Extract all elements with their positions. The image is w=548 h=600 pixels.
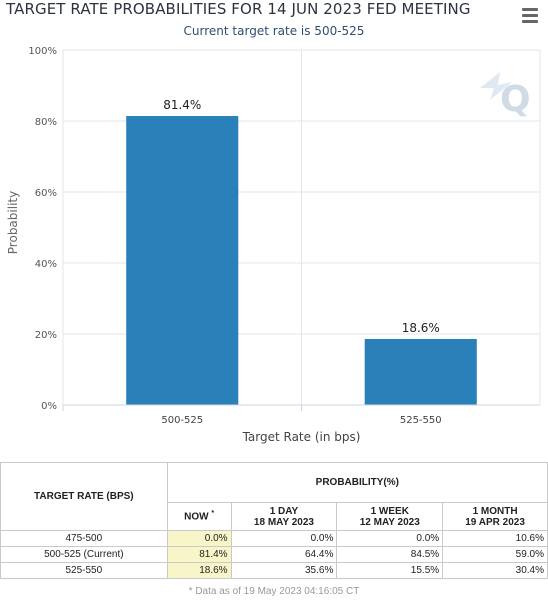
watermark-q: Q [500, 79, 531, 120]
y-tick-label: 80% [35, 117, 57, 128]
table-row: 525-550 18.6% 35.6% 15.5% 30.4% [0, 562, 548, 579]
x-axis-title: Target Rate (in bps) [242, 430, 361, 444]
cell-week: 15.5% [336, 562, 444, 579]
x-axis-ticks: 500-525 525-550 [62, 405, 442, 426]
bar-chart: Q 0%20%40%60%80%100% 81.4%18.6% 500-525 5… [6, 46, 541, 444]
target-rate-header: TARGET RATE (BPS) [0, 462, 168, 531]
probability-table-container: TARGET RATE (BPS) PROBABILITY(%) NOW * 1… [0, 462, 548, 579]
bar-525-550[interactable] [364, 338, 477, 405]
cell-month: 10.6% [442, 530, 548, 547]
y-tick-label: 60% [35, 188, 57, 199]
cell-week: 0.0% [336, 530, 444, 547]
hamburger-menu-icon[interactable] [522, 8, 538, 23]
x-tick-label: 525-550 [400, 415, 442, 426]
table-footnote: * Data as of 19 May 2023 04:16:05 CT [188, 586, 360, 597]
cell-day: 0.0% [230, 530, 338, 547]
cell-rate: 525-550 [0, 562, 168, 579]
cell-week: 84.5% [336, 546, 444, 563]
x-tick-label: 500-525 [161, 415, 203, 426]
data-label: 81.4% [163, 98, 201, 112]
table-row: 500-525 (Current) 81.4% 64.4% 84.5% 59.0% [0, 546, 548, 563]
watermark-logo: Q [480, 72, 531, 120]
col-now-header: NOW * [166, 502, 232, 531]
chart-subtitle: Current target rate is 500-525 [183, 24, 365, 38]
probability-header: PROBABILITY(%) [166, 462, 548, 503]
cell-now: 0.0% [166, 530, 232, 547]
y-tick-label: 20% [35, 330, 57, 341]
cell-day: 64.4% [230, 546, 338, 563]
chart-title: TARGET RATE PROBABILITIES FOR 14 JUN 202… [6, 0, 471, 18]
bar-500-525[interactable] [126, 116, 239, 405]
cell-month: 30.4% [442, 562, 548, 579]
cell-rate: 500-525 (Current) [0, 546, 168, 563]
y-tick-label: 40% [35, 259, 57, 270]
bars: 81.4% 18.6% [126, 98, 477, 405]
col-1day-header: 1 DAY 18 MAY 2023 [230, 502, 338, 531]
y-tick-label: 100% [28, 46, 57, 57]
y-axis-title: Probability [6, 191, 20, 254]
cell-day: 35.6% [230, 562, 338, 579]
cell-now: 18.6% [166, 562, 232, 579]
col-1month-header: 1 MONTH 19 APR 2023 [442, 502, 548, 531]
cell-rate: 475-500 [0, 530, 168, 547]
y-axis-ticks: 0% 20% 40% 60% 80% 100% [28, 46, 57, 412]
col-1week-header: 1 WEEK 12 MAY 2023 [336, 502, 444, 531]
cell-now: 81.4% [166, 546, 232, 563]
y-tick-label: 0% [41, 401, 57, 412]
table-row: 475-500 0.0% 0.0% 0.0% 10.6% [0, 530, 548, 547]
probability-table: TARGET RATE (BPS) PROBABILITY(%) NOW * 1… [0, 462, 548, 579]
data-label: 18.6% [402, 321, 440, 335]
cell-month: 59.0% [442, 546, 548, 563]
